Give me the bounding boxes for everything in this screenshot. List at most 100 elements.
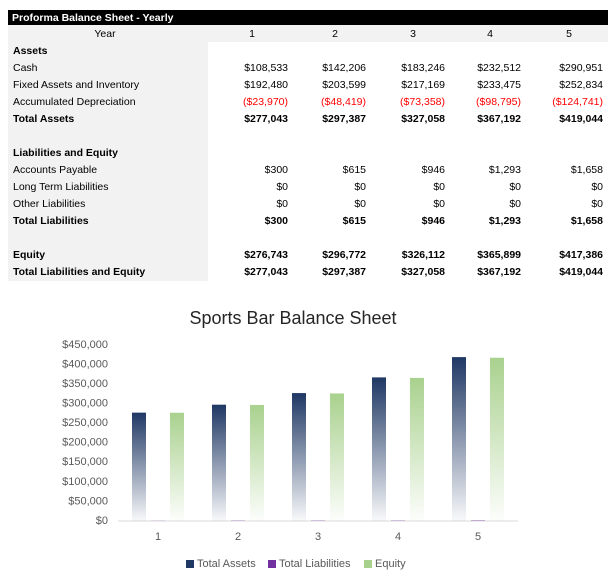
y-tick-label: $400,000: [62, 358, 108, 370]
cell-value: $0: [433, 198, 445, 210]
column-header: Year: [94, 28, 116, 40]
row-label: Accounts Payable: [13, 164, 97, 176]
cell-value: $183,246: [401, 62, 445, 74]
legend-label: Equity: [375, 558, 406, 570]
cell-value: ($98,795): [476, 96, 521, 108]
row-label: Equity: [13, 249, 45, 261]
cell-value: $290,951: [559, 62, 603, 74]
bar: [452, 357, 466, 521]
bar: [490, 357, 504, 521]
cell-value: $252,834: [559, 79, 603, 91]
x-tick-label: 4: [395, 531, 401, 543]
column-header: 4: [487, 28, 493, 40]
legend-swatch: [268, 560, 276, 568]
bar: [330, 393, 344, 521]
cell-value: $0: [591, 198, 603, 210]
label-column: [8, 25, 208, 281]
cell-value: $0: [276, 181, 288, 193]
cell-value: $367,192: [477, 113, 521, 125]
header-row: [208, 25, 608, 42]
y-tick-label: $100,000: [62, 476, 108, 488]
title-bar: [8, 10, 608, 25]
cell-value: $217,169: [401, 79, 445, 91]
cell-value: ($23,970): [243, 96, 288, 108]
cell-value: $0: [354, 198, 366, 210]
bar: [391, 520, 405, 521]
cell-value: $1,293: [489, 164, 521, 176]
cell-value: $142,206: [322, 62, 366, 74]
cell-value: ($73,358): [400, 96, 445, 108]
cell-value: $417,386: [559, 249, 603, 261]
row-label: Fixed Assets and Inventory: [13, 79, 140, 91]
cell-value: $327,058: [401, 113, 445, 125]
bar: [292, 393, 306, 521]
cell-value: $277,043: [244, 113, 288, 125]
row-label: Accumulated Depreciation: [13, 96, 136, 108]
bar: [212, 404, 226, 521]
cell-value: $367,192: [477, 266, 521, 278]
chart-title: Sports Bar Balance Sheet: [189, 308, 396, 328]
bar: [471, 520, 485, 521]
legend-swatch: [364, 560, 372, 568]
cell-value: $0: [509, 198, 521, 210]
legend-swatch: [186, 560, 194, 568]
bar: [250, 404, 264, 521]
cell-value: $203,599: [322, 79, 366, 91]
bar: [410, 377, 424, 521]
cell-value: $615: [343, 164, 367, 176]
cell-value: $192,480: [244, 79, 288, 91]
row-label: Other Liabilities: [13, 198, 85, 210]
bar: [372, 377, 386, 521]
column-header: 5: [566, 28, 572, 40]
legend-label: Total Assets: [197, 558, 256, 570]
y-tick-label: $300,000: [62, 398, 108, 410]
column-header: 3: [410, 28, 416, 40]
y-tick-label: $0: [96, 515, 108, 527]
cell-value: $615: [343, 215, 367, 227]
cell-value: $0: [433, 181, 445, 193]
y-tick-label: $150,000: [62, 456, 108, 468]
row-label: Cash: [13, 62, 38, 74]
cell-value: $108,533: [244, 62, 288, 74]
cell-value: $419,044: [559, 266, 603, 278]
cell-value: $946: [422, 164, 446, 176]
row-label: Liabilities and Equity: [13, 147, 118, 159]
cell-value: $300: [265, 215, 289, 227]
cell-value: $276,743: [244, 249, 288, 261]
cell-value: $297,387: [322, 113, 366, 125]
row-label: Assets: [13, 45, 48, 57]
cell-value: $300: [265, 164, 289, 176]
column-header: 1: [249, 28, 255, 40]
cell-value: $297,387: [322, 266, 366, 278]
row-label: Long Term Liabilities: [13, 181, 109, 193]
cell-value: $365,899: [477, 249, 521, 261]
cell-value: $1,293: [489, 215, 521, 227]
x-tick-label: 2: [235, 531, 241, 543]
row-label: Total Assets: [13, 113, 74, 125]
bar: [170, 412, 184, 521]
cell-value: $0: [354, 181, 366, 193]
sheet-title: Proforma Balance Sheet - Yearly: [12, 12, 174, 24]
cell-value: $327,058: [401, 266, 445, 278]
cell-value: $946: [422, 215, 446, 227]
cell-value: $1,658: [571, 215, 603, 227]
x-tick-label: 5: [475, 531, 481, 543]
cell-value: $326,112: [402, 249, 445, 261]
row-label: Total Liabilities and Equity: [13, 266, 145, 278]
cell-value: $232,512: [477, 62, 521, 74]
legend-label: Total Liabilities: [279, 558, 351, 570]
cell-value: $0: [276, 198, 288, 210]
bar: [132, 412, 146, 521]
y-tick-label: $450,000: [62, 339, 108, 351]
column-header: 2: [332, 28, 338, 40]
cell-value: ($124,741): [552, 96, 603, 108]
cell-value: $0: [591, 181, 603, 193]
cell-value: $1,658: [571, 164, 603, 176]
cell-value: $233,475: [477, 79, 521, 91]
y-tick-label: $50,000: [68, 495, 108, 507]
cell-value: $296,772: [322, 249, 366, 261]
x-tick-label: 3: [315, 531, 321, 543]
cell-value: ($48,419): [321, 96, 366, 108]
cell-value: $419,044: [559, 113, 603, 125]
